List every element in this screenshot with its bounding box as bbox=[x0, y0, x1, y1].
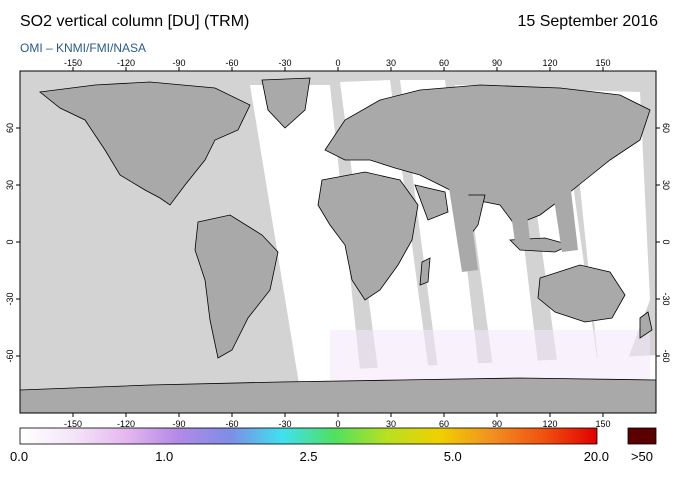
lat-tick-label: 30 bbox=[5, 180, 15, 190]
north-america bbox=[39, 81, 251, 206]
lat-tick-label: -60 bbox=[661, 349, 671, 362]
lon-tick-label: -150 bbox=[64, 419, 82, 429]
lon-tick-label: -90 bbox=[172, 419, 185, 429]
africa bbox=[317, 171, 419, 301]
lon-tick-label: 150 bbox=[595, 419, 610, 429]
lon-ticks-top: -150 -120 -90 -60 -30 0 30 60 90 120 150 bbox=[64, 58, 611, 71]
lat-tick-label: -30 bbox=[661, 292, 671, 305]
lon-tick-label: 30 bbox=[386, 419, 396, 429]
lat-tick-label: -30 bbox=[5, 292, 15, 305]
lat-tick-label: 60 bbox=[661, 123, 671, 133]
orbit-swath bbox=[250, 85, 360, 390]
lon-tick-label: -120 bbox=[117, 419, 135, 429]
map-date: 15 September 2016 bbox=[517, 13, 658, 30]
colorbar bbox=[19, 427, 598, 445]
lon-tick-label: -90 bbox=[172, 58, 185, 68]
colorbar-label: 0.0 bbox=[10, 449, 28, 464]
lat-tick-label: 0 bbox=[661, 239, 671, 244]
lon-tick-label: -150 bbox=[64, 58, 82, 68]
lon-tick-label: 90 bbox=[492, 58, 502, 68]
colorbar-overflow-label: >50 bbox=[631, 449, 653, 464]
south-america bbox=[194, 214, 279, 359]
data-gap-strip bbox=[545, 140, 578, 252]
lon-ticks-bottom: -150 -120 -90 -60 -30 0 30 60 90 120 150 bbox=[64, 413, 611, 429]
lon-tick-label: 60 bbox=[439, 419, 449, 429]
arabia bbox=[414, 184, 449, 221]
lon-tick-label: 30 bbox=[386, 58, 396, 68]
madagascar bbox=[419, 257, 431, 286]
lon-tick-label: 120 bbox=[542, 419, 557, 429]
lon-tick-label: -30 bbox=[278, 419, 291, 429]
lon-tick-label: 0 bbox=[335, 419, 340, 429]
colorbar-labels: 0.0 1.0 2.5 5.0 20.0 bbox=[10, 449, 609, 464]
greenland bbox=[261, 77, 311, 129]
new-zealand bbox=[639, 311, 653, 339]
colorbar-label: 20.0 bbox=[584, 449, 609, 464]
lon-tick-label: -120 bbox=[117, 58, 135, 68]
data-gaps bbox=[440, 115, 578, 272]
colorbar-label: 2.5 bbox=[299, 449, 317, 464]
lon-tick-label: 150 bbox=[595, 58, 610, 68]
australia bbox=[537, 264, 626, 323]
lat-tick-label: 60 bbox=[5, 123, 15, 133]
colorbar-overflow-swatch bbox=[627, 427, 657, 445]
lon-tick-label: -60 bbox=[225, 419, 238, 429]
lat-tick-label: 30 bbox=[661, 180, 671, 190]
lon-tick-label: -60 bbox=[225, 58, 238, 68]
lon-tick-label: 90 bbox=[492, 419, 502, 429]
data-gap-strip bbox=[497, 115, 530, 242]
lat-ticks-left: 60 30 0 -30 -60 bbox=[5, 123, 20, 363]
map-title: SO2 vertical column [DU] (TRM) bbox=[20, 13, 250, 30]
lat-tick-label: 0 bbox=[5, 239, 15, 244]
colorbar-label: 1.0 bbox=[155, 449, 173, 464]
lon-tick-label: 120 bbox=[542, 58, 557, 68]
lon-tick-label: 0 bbox=[335, 58, 340, 68]
lon-tick-label: 60 bbox=[439, 58, 449, 68]
map-content bbox=[20, 77, 656, 413]
antarctica bbox=[20, 377, 656, 413]
colorbar-label: 5.0 bbox=[444, 449, 462, 464]
lat-tick-label: -60 bbox=[5, 349, 15, 362]
so2-low-region bbox=[330, 330, 650, 380]
data-credit: OMI – KNMI/FMI/NASA bbox=[20, 41, 147, 55]
lon-tick-label: -30 bbox=[278, 58, 291, 68]
data-gap-strip bbox=[440, 130, 478, 272]
lat-ticks-right: 60 30 0 -30 -60 bbox=[656, 123, 671, 363]
